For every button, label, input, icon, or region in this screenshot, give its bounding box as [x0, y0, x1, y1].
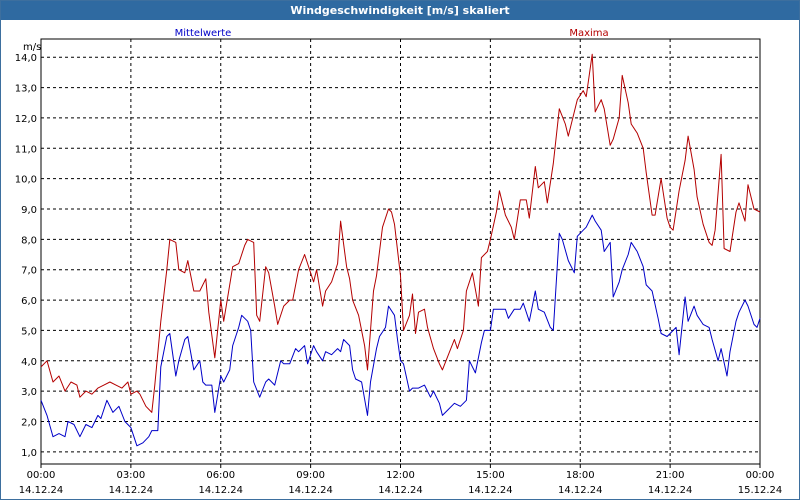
chart-title: Windgeschwindigkeit [m/s] skaliert [1, 1, 799, 20]
y-tick-label: 5,0 [21, 326, 37, 337]
axes: m/s [23, 38, 761, 468]
series-lines [40, 53, 761, 447]
y-tick-label: 8,0 [21, 235, 37, 246]
x-tick-date: 14.12.24 [648, 485, 693, 496]
y-tick-label: 7,0 [21, 266, 37, 277]
y-tick-label: 12,0 [15, 114, 37, 125]
y-tick-label: 14,0 [15, 53, 37, 64]
x-tick-date: 14.12.24 [558, 485, 603, 496]
x-tick-time: 15:00 [476, 470, 505, 481]
x-tick-date: 14.12.24 [19, 485, 64, 496]
y-tick-label: 9,0 [21, 205, 37, 216]
series-line-mittelwerte [40, 214, 761, 447]
x-tick-time: 18:00 [566, 470, 595, 481]
y-tick-label: 13,0 [15, 84, 37, 95]
y-tick-label: 4,0 [21, 357, 37, 368]
y-tick-label: 3,0 [21, 387, 37, 398]
y-tick-label: 6,0 [21, 296, 37, 307]
y-tick-label: 10,0 [15, 175, 37, 186]
series-line-maxima [40, 53, 761, 413]
x-tick-time: 00:00 [746, 470, 775, 481]
chart-svg: m/s 1,02,03,04,05,06,07,08,09,010,011,01… [15, 28, 783, 496]
legend-label-maxima: Maxima [569, 28, 608, 39]
y-tick-label: 11,0 [15, 144, 37, 155]
x-tick-date: 14.12.24 [198, 485, 243, 496]
y-tick-label: 2,0 [21, 418, 37, 429]
x-tick-date: 15.12.24 [738, 485, 783, 496]
y-tick-labels: 1,0 2,0 3,0 4,0 5,0 6,0 7,0 8,0 9,0 10,0 11,0 12,0 1… [15, 53, 37, 459]
y-axis-unit: m/s [23, 42, 41, 53]
x-tick-time: 21:00 [656, 470, 685, 481]
x-tick-date: 14.12.24 [109, 485, 154, 496]
legend-label-mittelwerte: Mittelwerte [175, 28, 232, 39]
grid-lines [41, 39, 760, 464]
x-tick-time: 12:00 [386, 470, 415, 481]
x-tick-date: 14.12.24 [378, 485, 423, 496]
x-tick-time: 03:00 [116, 470, 145, 481]
x-tick-time: 00:00 [27, 470, 56, 481]
plot-border [40, 38, 761, 465]
legend: Mittelwerte Maxima [175, 28, 609, 39]
x-tick-time: 09:00 [296, 470, 325, 481]
x-tick-labels: 00:00 14.12.24 03:00 14.12.24 06:00 14.12.24 0… [19, 470, 783, 496]
x-tick-date: 14.12.24 [468, 485, 513, 496]
x-tick-date: 14.12.24 [288, 485, 333, 496]
x-tick-time: 06:00 [206, 470, 235, 481]
y-tick-label: 1,0 [21, 448, 37, 459]
